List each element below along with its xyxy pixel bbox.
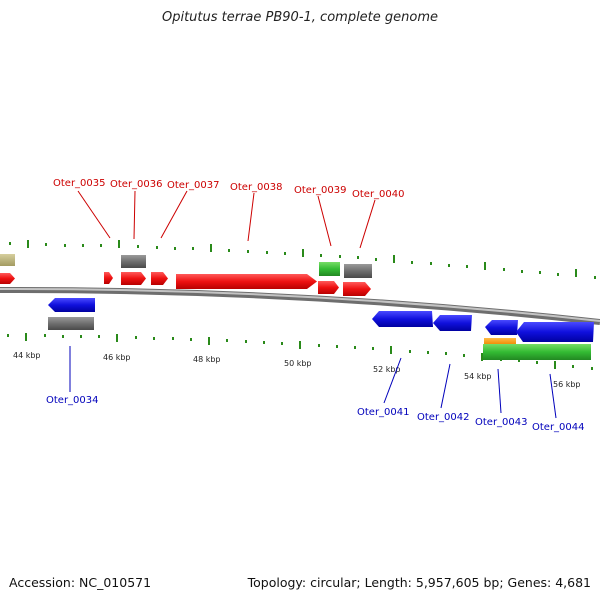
chromosome-backbone — [0, 286, 600, 325]
chromosome-backbone-highlight — [0, 287, 600, 322]
gene-gray[interactable] — [121, 255, 146, 268]
gene-forward[interactable] — [121, 272, 146, 285]
gene-forward[interactable] — [151, 272, 168, 285]
outer-ticks — [9, 240, 596, 279]
scale-label: 46 kbp — [103, 353, 131, 362]
scale-label: 50 kbp — [284, 359, 312, 368]
gene-gray[interactable] — [48, 317, 94, 330]
gene-forward[interactable] — [343, 282, 371, 296]
gene-forward[interactable] — [176, 274, 317, 289]
scale-label: 52 kbp — [373, 365, 401, 374]
gene-reverse[interactable] — [485, 320, 518, 335]
gene-reverse[interactable] — [372, 311, 433, 327]
gene-label[interactable]: Oter_0043 — [475, 417, 528, 428]
reverse-label-group: Oter_0034 Oter_0041 Oter_0042 Oter_0043 … — [46, 346, 585, 433]
gene-label[interactable]: Oter_0037 — [167, 180, 220, 191]
scale-label: 48 kbp — [193, 355, 221, 364]
gene-gray[interactable] — [344, 264, 372, 278]
gene-forward[interactable] — [0, 273, 15, 284]
gene-reverse[interactable] — [48, 298, 95, 312]
gene-forward[interactable] — [104, 272, 113, 284]
scale-label: 44 kbp — [13, 351, 41, 360]
gene-reverse[interactable] — [433, 315, 472, 331]
scale-labels: 44 kbp 46 kbp 48 kbp 50 kbp 52 kbp 54 kb… — [13, 351, 581, 389]
accession-text: Accession: NC_010571 — [9, 575, 152, 590]
map-title: Opitutus terrae PB90-1, complete genome — [161, 10, 439, 25]
gene-label[interactable]: Oter_0041 — [357, 407, 410, 418]
forward-label-group: Oter_0035 Oter_0036 Oter_0037 Oter_0038 … — [53, 178, 405, 249]
scale-label: 54 kbp — [464, 372, 492, 381]
gene-label[interactable]: Oter_0035 — [53, 178, 106, 189]
gene-orange[interactable] — [484, 338, 516, 345]
genome-summary-text: Topology: circular; Length: 5,957,605 bp… — [247, 575, 591, 590]
scale-label: 56 kbp — [553, 380, 581, 389]
gene-green[interactable] — [319, 262, 340, 276]
gene-tan[interactable] — [0, 254, 15, 266]
gene-label[interactable]: Oter_0040 — [352, 189, 405, 200]
gene-label[interactable]: Oter_0034 — [46, 395, 99, 406]
reverse-genes — [48, 298, 594, 360]
forward-genes — [0, 254, 372, 296]
gene-label[interactable]: Oter_0039 — [294, 185, 347, 196]
gene-green[interactable] — [483, 344, 591, 360]
gene-label[interactable]: Oter_0036 — [110, 179, 163, 190]
gene-label[interactable]: Oter_0044 — [532, 422, 585, 433]
gene-label[interactable]: Oter_0042 — [417, 412, 470, 423]
gene-reverse[interactable] — [516, 322, 594, 342]
gene-forward[interactable] — [318, 281, 339, 294]
gene-label[interactable]: Oter_0038 — [230, 182, 283, 193]
